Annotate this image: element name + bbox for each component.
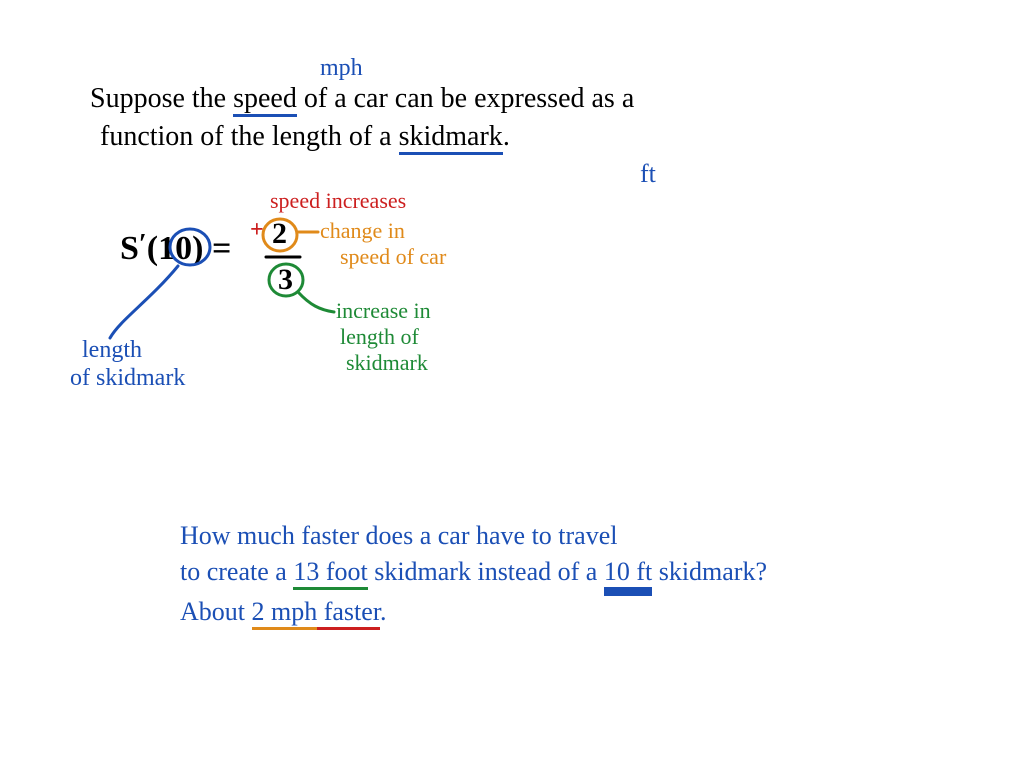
derivative-arg: 10 <box>158 230 192 267</box>
problem-line2-period: . <box>503 121 510 152</box>
problem-line2-a: function of the length of a <box>100 121 399 152</box>
problem-line2-skidmark: skidmark <box>399 121 503 155</box>
question-line2-a: to create a <box>180 557 293 586</box>
problem-line2: function of the length of a skidmark. <box>100 120 510 154</box>
question-line2-10ft: 10 ft <box>604 557 652 590</box>
question-line2: to create a 13 foot skidmark instead of … <box>180 556 767 587</box>
ft-label: ft <box>640 158 656 189</box>
label-length-1: length <box>82 336 142 365</box>
derivative-open: ( <box>147 230 158 267</box>
derivative-lhs: S′(10) = <box>120 228 231 270</box>
fraction-numerator: 2 <box>272 216 287 252</box>
label-increase-in: increase in <box>336 298 431 324</box>
problem-line1-speed: speed <box>233 83 297 117</box>
label-change-in: change in <box>320 218 405 244</box>
problem-line1-a: Suppose the <box>90 83 233 114</box>
problem-line1: Suppose the speed of a car can be expres… <box>90 82 634 116</box>
derivative-prime: ′ <box>139 229 147 260</box>
fraction-denominator: 3 <box>278 262 293 298</box>
label-skidmark: skidmark <box>346 350 428 376</box>
problem-line1-b: of a car can be expressed as a <box>297 83 634 114</box>
answer-period: . <box>380 597 387 626</box>
label-change-speed: speed of car <box>340 244 446 270</box>
whiteboard-canvas: Suppose the speed of a car can be expres… <box>0 0 1024 768</box>
derivative-close: ) = <box>192 230 231 267</box>
question-line2-c: skidmark? <box>652 557 767 586</box>
label-length-2: of skidmark <box>70 364 185 393</box>
label-speed-increases: speed increases <box>270 188 406 214</box>
arrow-10-to-length <box>110 266 178 338</box>
mph-label: mph <box>320 54 363 83</box>
question-line1: How much faster does a car have to trave… <box>180 520 617 551</box>
question-line2-b: skidmark instead of a <box>368 557 604 586</box>
derivative-S: S <box>120 230 139 267</box>
answer-2mph: 2 mph <box>252 597 318 630</box>
answer-line: About 2 mph faster. <box>180 596 387 627</box>
plus-sign: + <box>250 216 264 245</box>
answer-about: About <box>180 597 252 626</box>
question-line2-13ft: 13 foot <box>293 557 367 590</box>
label-length-of: length of <box>340 324 419 350</box>
answer-faster: faster <box>317 597 380 630</box>
connector-3-to-increase <box>298 292 334 312</box>
